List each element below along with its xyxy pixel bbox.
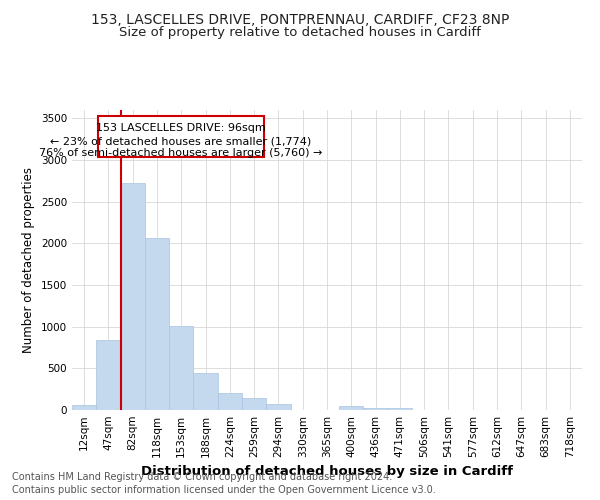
FancyBboxPatch shape bbox=[97, 116, 264, 156]
Bar bbox=[388, 408, 412, 410]
Bar bbox=[242, 398, 266, 410]
Bar bbox=[364, 408, 388, 410]
Bar bbox=[72, 406, 96, 410]
Bar bbox=[145, 238, 169, 410]
Bar bbox=[266, 404, 290, 410]
Text: 153, LASCELLES DRIVE, PONTPRENNAU, CARDIFF, CF23 8NP: 153, LASCELLES DRIVE, PONTPRENNAU, CARDI… bbox=[91, 12, 509, 26]
Text: 76% of semi-detached houses are larger (5,760) →: 76% of semi-detached houses are larger (… bbox=[39, 148, 322, 158]
Text: Contains public sector information licensed under the Open Government Licence v3: Contains public sector information licen… bbox=[12, 485, 436, 495]
Bar bbox=[96, 340, 121, 410]
Bar bbox=[193, 372, 218, 410]
X-axis label: Distribution of detached houses by size in Cardiff: Distribution of detached houses by size … bbox=[141, 466, 513, 478]
Bar bbox=[218, 394, 242, 410]
Text: Contains HM Land Registry data © Crown copyright and database right 2024.: Contains HM Land Registry data © Crown c… bbox=[12, 472, 392, 482]
Y-axis label: Number of detached properties: Number of detached properties bbox=[22, 167, 35, 353]
Bar bbox=[339, 406, 364, 410]
Bar bbox=[169, 326, 193, 410]
Text: Size of property relative to detached houses in Cardiff: Size of property relative to detached ho… bbox=[119, 26, 481, 39]
Text: 153 LASCELLES DRIVE: 96sqm: 153 LASCELLES DRIVE: 96sqm bbox=[96, 124, 266, 134]
Text: ← 23% of detached houses are smaller (1,774): ← 23% of detached houses are smaller (1,… bbox=[50, 136, 311, 146]
Bar bbox=[121, 184, 145, 410]
